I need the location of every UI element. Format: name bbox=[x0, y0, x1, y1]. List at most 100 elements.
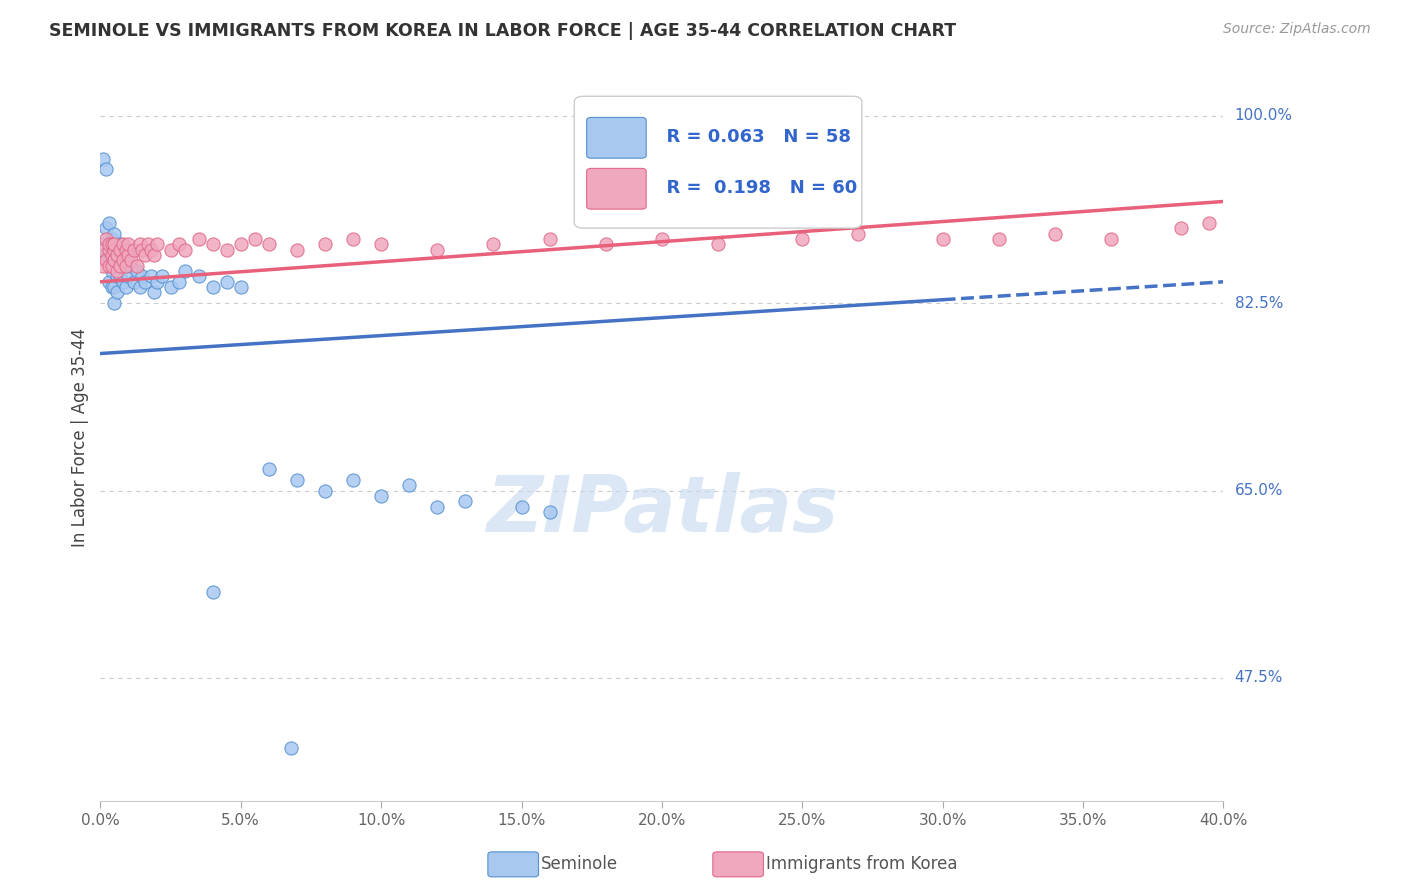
Point bbox=[117, 243, 139, 257]
Point bbox=[100, 259, 122, 273]
Point bbox=[117, 269, 139, 284]
Point bbox=[105, 269, 128, 284]
Text: 65.0%: 65.0% bbox=[1234, 483, 1284, 498]
Point bbox=[136, 237, 159, 252]
Point bbox=[103, 296, 125, 310]
Point bbox=[91, 237, 114, 252]
Point bbox=[173, 264, 195, 278]
Point bbox=[187, 269, 209, 284]
Text: Immigrants from Korea: Immigrants from Korea bbox=[766, 855, 957, 873]
Point bbox=[97, 259, 120, 273]
Point bbox=[134, 248, 156, 262]
Point bbox=[111, 253, 134, 268]
Point bbox=[94, 248, 117, 262]
Point bbox=[150, 269, 173, 284]
Point bbox=[100, 248, 122, 262]
Point bbox=[108, 243, 131, 257]
Point bbox=[103, 243, 125, 257]
Point bbox=[159, 280, 181, 294]
Point bbox=[139, 243, 162, 257]
Text: R =  0.198   N = 60: R = 0.198 N = 60 bbox=[654, 179, 858, 197]
Point bbox=[114, 243, 136, 257]
Point bbox=[651, 232, 673, 246]
Point bbox=[103, 243, 125, 257]
Text: R = 0.063   N = 58: R = 0.063 N = 58 bbox=[654, 128, 851, 146]
Point bbox=[538, 505, 561, 519]
Point bbox=[314, 237, 336, 252]
Point bbox=[105, 253, 128, 268]
Point bbox=[159, 243, 181, 257]
Point bbox=[128, 280, 150, 294]
Point bbox=[122, 243, 145, 257]
Point bbox=[103, 227, 125, 241]
Point bbox=[538, 232, 561, 246]
Point bbox=[792, 232, 814, 246]
Point bbox=[103, 237, 125, 252]
Point bbox=[1099, 232, 1122, 246]
Point bbox=[97, 243, 120, 257]
Point bbox=[426, 243, 449, 257]
Point bbox=[201, 237, 224, 252]
Point bbox=[987, 232, 1010, 246]
Point bbox=[201, 585, 224, 599]
Point bbox=[1170, 221, 1192, 235]
Point bbox=[142, 285, 165, 300]
Text: 82.5%: 82.5% bbox=[1234, 296, 1282, 310]
Point bbox=[105, 248, 128, 262]
Point bbox=[285, 243, 308, 257]
Text: 47.5%: 47.5% bbox=[1234, 671, 1282, 685]
Point bbox=[122, 275, 145, 289]
Point bbox=[100, 248, 122, 262]
FancyBboxPatch shape bbox=[586, 169, 647, 209]
Text: 100.0%: 100.0% bbox=[1234, 108, 1292, 123]
Point bbox=[243, 232, 266, 246]
Point bbox=[1198, 216, 1220, 230]
Point bbox=[229, 237, 252, 252]
Point bbox=[105, 285, 128, 300]
Point bbox=[111, 237, 134, 252]
Point bbox=[111, 248, 134, 262]
Point bbox=[91, 152, 114, 166]
Point bbox=[120, 253, 142, 268]
Point bbox=[257, 237, 280, 252]
Point bbox=[370, 237, 392, 252]
Point bbox=[128, 237, 150, 252]
Point bbox=[931, 232, 953, 246]
Point bbox=[103, 280, 125, 294]
Point bbox=[103, 253, 125, 268]
Y-axis label: In Labor Force | Age 35-44: In Labor Force | Age 35-44 bbox=[72, 327, 89, 547]
Point bbox=[229, 280, 252, 294]
Point bbox=[167, 275, 190, 289]
Point bbox=[595, 237, 617, 252]
Point bbox=[342, 232, 364, 246]
Point bbox=[201, 280, 224, 294]
Point bbox=[114, 259, 136, 273]
Point bbox=[125, 259, 148, 273]
FancyBboxPatch shape bbox=[586, 118, 647, 158]
Point bbox=[454, 494, 477, 508]
Point bbox=[100, 232, 122, 246]
Point bbox=[215, 275, 238, 289]
Point bbox=[257, 462, 280, 476]
Point bbox=[117, 248, 139, 262]
Point bbox=[134, 275, 156, 289]
Point bbox=[91, 243, 114, 257]
Point bbox=[100, 237, 122, 252]
Point bbox=[215, 243, 238, 257]
Point bbox=[111, 275, 134, 289]
Point bbox=[94, 162, 117, 177]
Point bbox=[114, 259, 136, 273]
Point bbox=[94, 221, 117, 235]
Point bbox=[105, 264, 128, 278]
Point bbox=[398, 478, 420, 492]
Point bbox=[139, 269, 162, 284]
Point bbox=[1043, 227, 1066, 241]
Point bbox=[125, 264, 148, 278]
Point bbox=[97, 275, 120, 289]
Point bbox=[103, 259, 125, 273]
Point bbox=[142, 248, 165, 262]
Point bbox=[342, 473, 364, 487]
Point bbox=[280, 740, 302, 755]
Text: SEMINOLE VS IMMIGRANTS FROM KOREA IN LABOR FORCE | AGE 35-44 CORRELATION CHART: SEMINOLE VS IMMIGRANTS FROM KOREA IN LAB… bbox=[49, 22, 956, 40]
Point bbox=[120, 259, 142, 273]
